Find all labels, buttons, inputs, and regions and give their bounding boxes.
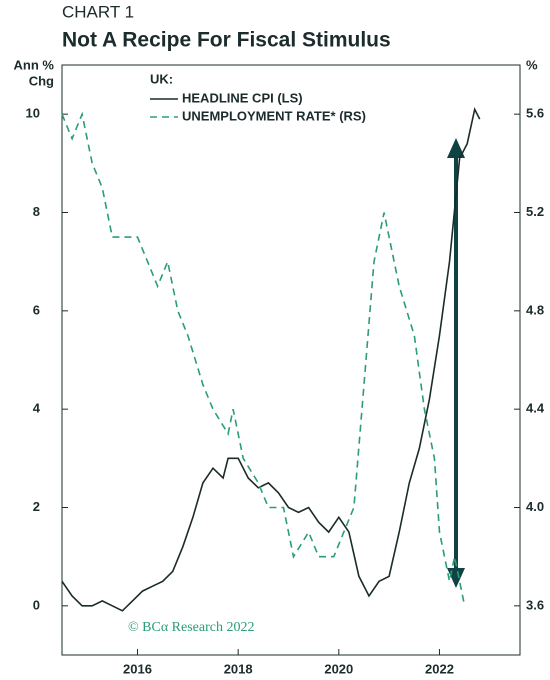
x-tick-label: 2022 (425, 661, 454, 676)
x-tick-label: 2020 (324, 661, 353, 676)
y-tick-label: 6 (33, 302, 40, 317)
legend-label: UNEMPLOYMENT RATE* (RS) (182, 108, 366, 123)
y2-tick-label: 5.6 (526, 106, 544, 121)
series-line (61, 111, 466, 606)
chart-kicker: CHART 1 (62, 2, 134, 21)
x-tick-label: 2016 (123, 661, 152, 676)
y-axis-label: Ann % (14, 57, 55, 72)
y-tick-label: 2 (33, 499, 40, 514)
plot-frame (61, 64, 521, 656)
y2-axis-label: % (526, 57, 538, 72)
x-tick-label: 2018 (224, 661, 253, 676)
legend-title: UK: (150, 71, 173, 86)
series-line (61, 106, 481, 612)
chart-title: Not A Recipe For Fiscal Stimulus (62, 29, 391, 52)
annotation: © BCα Research 2022 (128, 620, 254, 635)
y-tick-label: 8 (33, 204, 40, 219)
y2-tick-label: 5.2 (526, 204, 544, 219)
y2-tick-label: 3.6 (526, 597, 544, 612)
y2-tick-label: 4.4 (526, 401, 545, 416)
legend: HEADLINE CPI (LS) UNEMPLOYMENT RATE* (RS) (150, 90, 366, 123)
arrow (447, 138, 465, 588)
y-tick-label: 0 (33, 597, 40, 612)
y2-tick-label: 4.8 (526, 302, 544, 317)
y-tick-label: 4 (33, 401, 41, 416)
y-tick-label: 10 (26, 106, 40, 121)
y-axis-label: Chg (29, 73, 54, 88)
y2-tick-label: 4.0 (526, 499, 544, 514)
legend-label: HEADLINE CPI (LS) (182, 90, 303, 105)
